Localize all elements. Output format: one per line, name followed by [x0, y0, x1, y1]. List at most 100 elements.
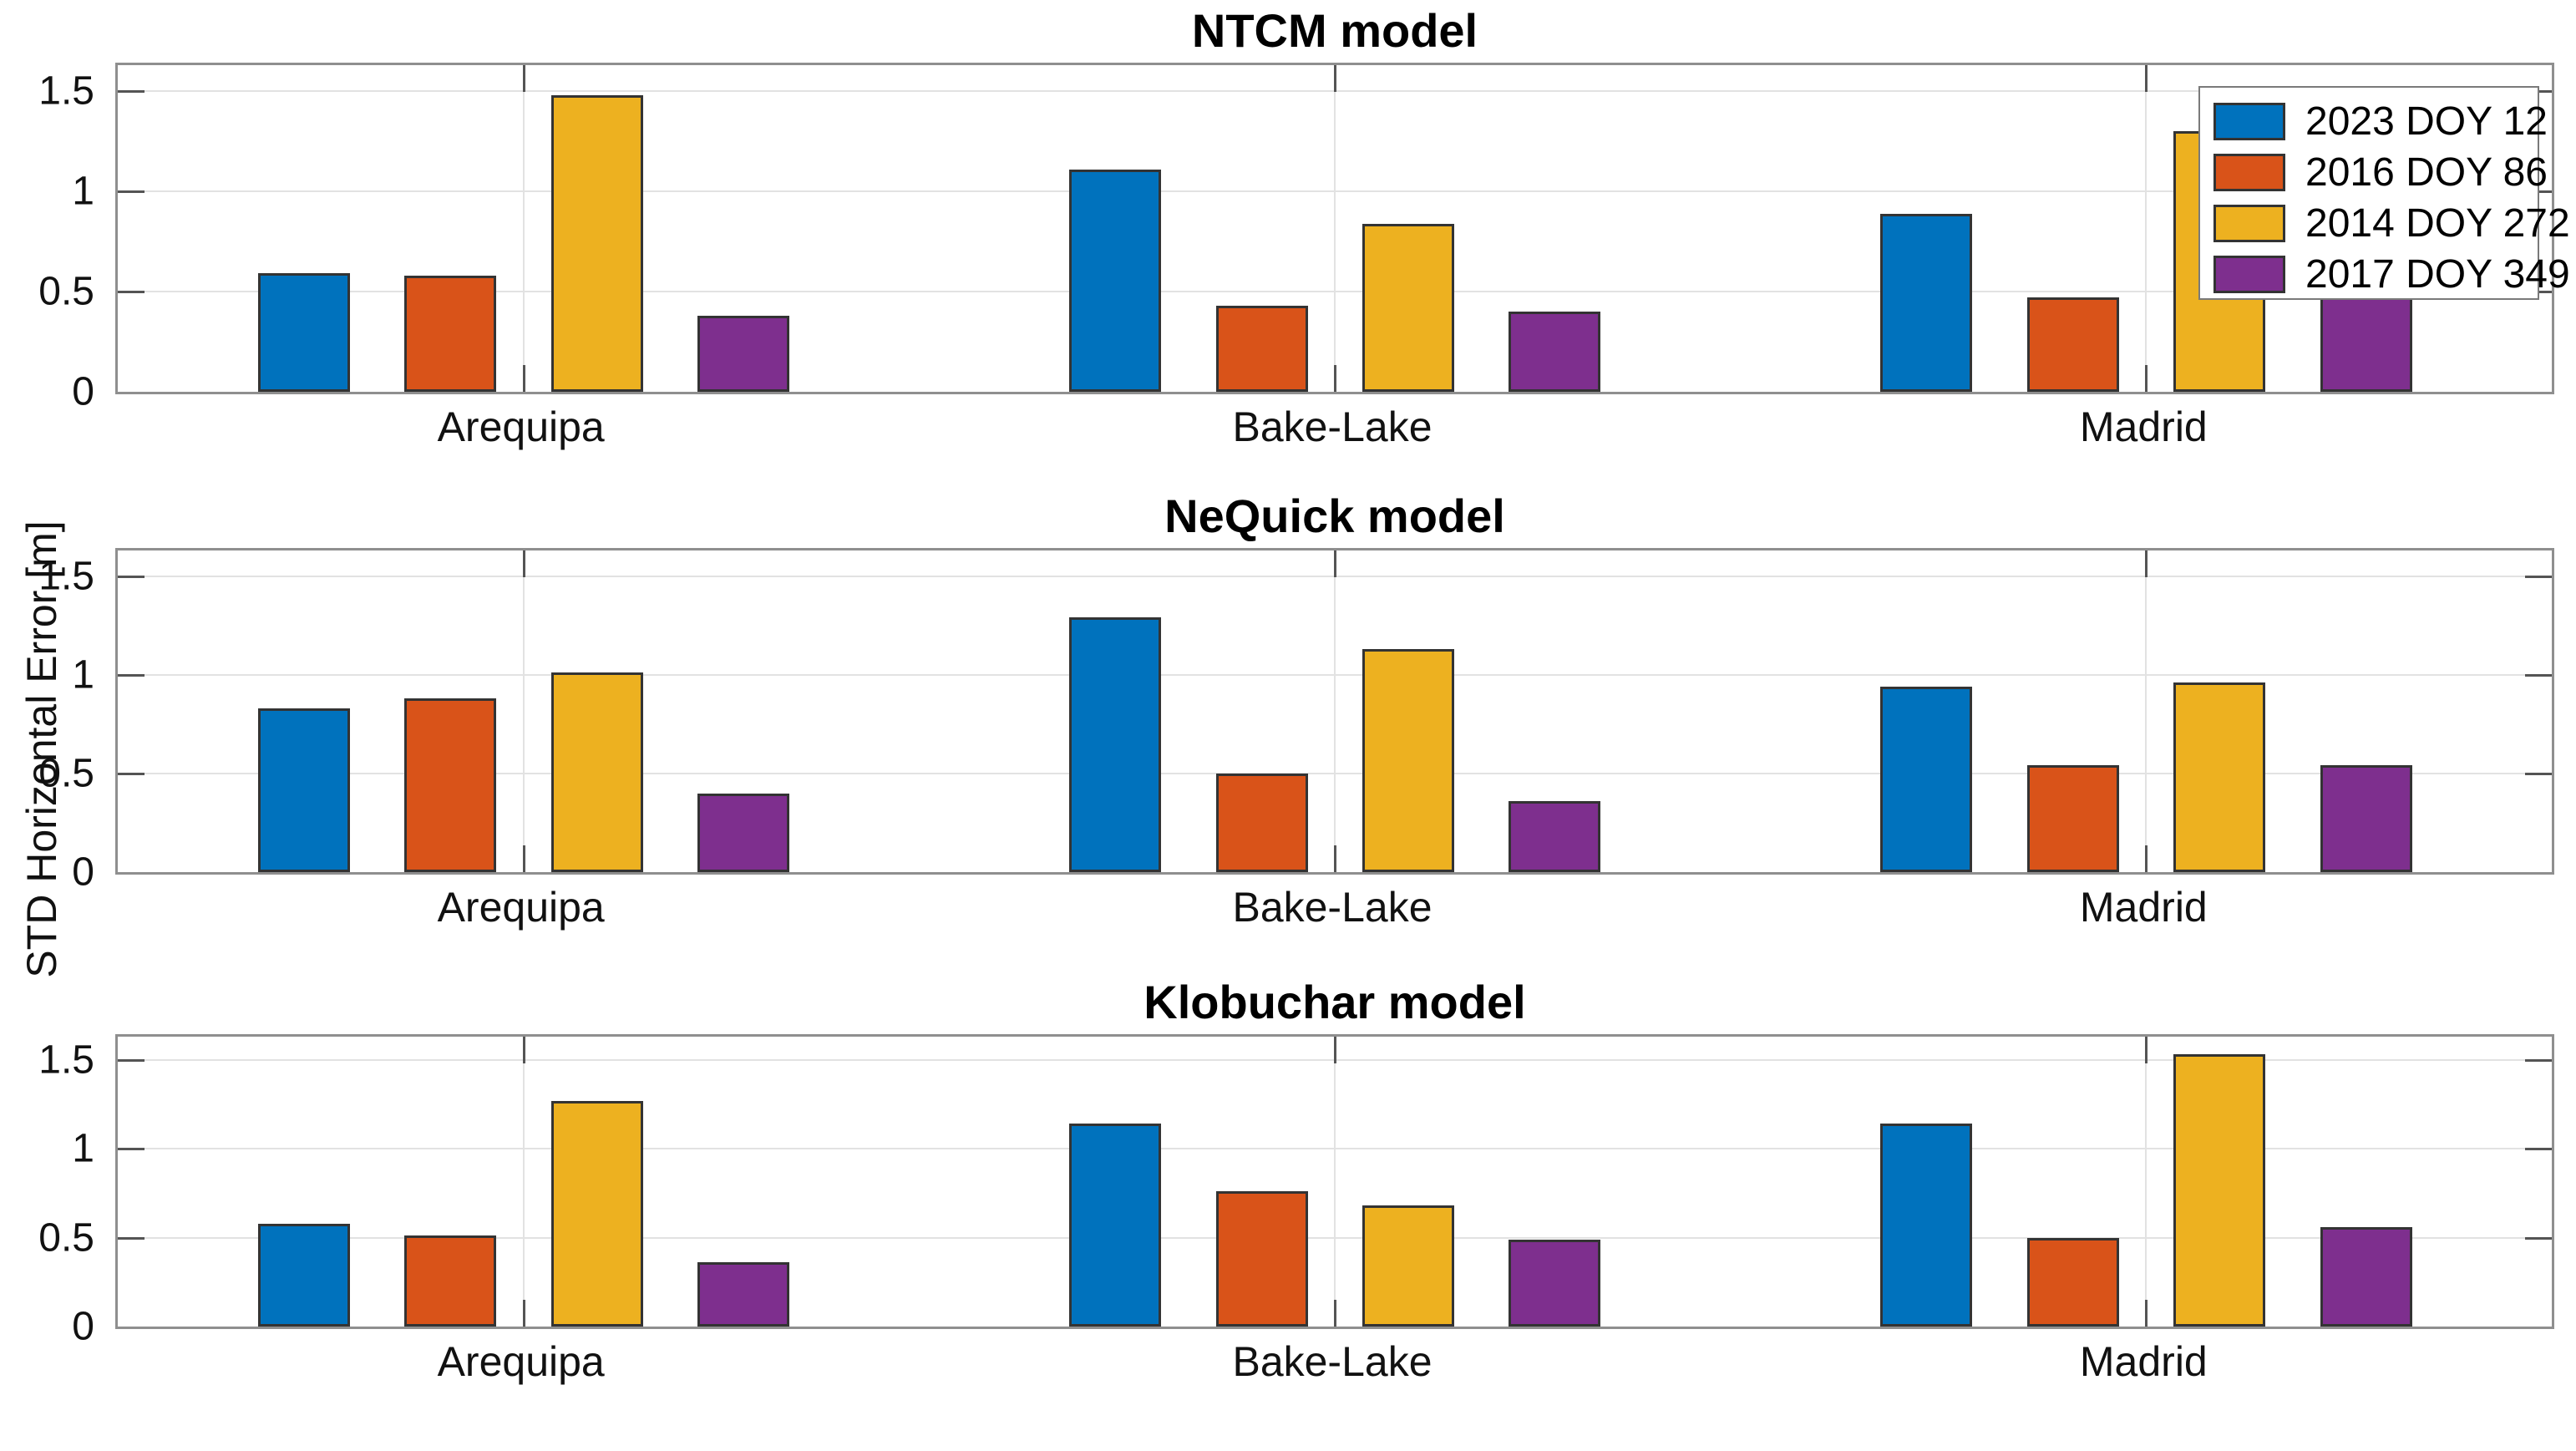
bar-arequipa-series1 [404, 276, 496, 392]
x-tick-mark [1334, 1037, 1336, 1063]
y-tick-label: 0 [72, 369, 94, 414]
bar-bake-lake-series2 [1362, 1205, 1454, 1327]
x-category-label: Arequipa [437, 884, 605, 931]
x-tick-mark [522, 1300, 525, 1327]
legend: 2023 DOY 12 2016 DOY 86 2014 DOY 272 2017 D… [2198, 86, 2570, 300]
gridline-vertical [2145, 550, 2148, 872]
bar-madrid-series3 [2320, 1227, 2412, 1327]
gridline-vertical [1334, 1037, 1336, 1327]
bar-bake-lake-series0 [1069, 170, 1161, 392]
legend-swatch-1 [2213, 154, 2285, 191]
legend-item-3: 2017 DOY 349 [2200, 249, 2570, 300]
bar-madrid-series3 [2320, 293, 2412, 392]
y-tick-mark [118, 575, 145, 578]
y-tick-mark [118, 1148, 145, 1151]
x-category-label: Bake-Lake [1232, 403, 1433, 450]
x-tick-mark [522, 550, 525, 577]
x-tick-mark [2145, 365, 2148, 392]
bar-arequipa-series0 [258, 708, 350, 872]
x-tick-mark [2145, 1037, 2148, 1063]
bar-madrid-series1 [2027, 297, 2119, 392]
gridline-vertical [2145, 65, 2148, 392]
y-tick-label: 1 [72, 169, 94, 214]
subplot-title-nequick: NeQuick model [1164, 490, 1505, 542]
y-tick-mark [2525, 1148, 2552, 1151]
x-category-label: Bake-Lake [1232, 884, 1433, 931]
x-tick-mark [522, 365, 525, 392]
bar-madrid-series3 [2320, 765, 2412, 872]
bar-madrid-series0 [1880, 214, 1972, 392]
y-tick-label: 1.5 [38, 68, 94, 114]
y-tick-label: 0.5 [38, 751, 94, 796]
y-tick-mark [118, 1236, 145, 1240]
bar-arequipa-series3 [697, 1262, 789, 1327]
legend-swatch-0 [2213, 103, 2285, 140]
x-category-label: Arequipa [437, 1338, 605, 1385]
bar-arequipa-series0 [258, 273, 350, 392]
y-tick-label: 0.5 [38, 1215, 94, 1261]
y-tick-mark [118, 291, 145, 294]
x-tick-mark [1334, 65, 1336, 92]
subplot-title-klobuchar: Klobuchar model [1143, 976, 1526, 1028]
gridline-vertical [1334, 550, 1336, 872]
x-category-label: Arequipa [437, 403, 605, 450]
bar-arequipa-series1 [404, 698, 496, 872]
bar-bake-lake-series3 [1509, 1240, 1600, 1327]
bar-arequipa-series2 [551, 95, 643, 392]
y-tick-mark [2525, 1236, 2552, 1240]
x-tick-mark [1334, 365, 1336, 392]
y-tick-mark [118, 1058, 145, 1062]
bar-bake-lake-series3 [1509, 312, 1600, 392]
bar-madrid-series1 [2027, 765, 2119, 872]
bar-bake-lake-series1 [1216, 1191, 1308, 1327]
y-tick-mark [2525, 772, 2552, 775]
plot-area-ntcm [115, 63, 2554, 394]
bar-arequipa-series0 [258, 1224, 350, 1327]
y-tick-mark [118, 772, 145, 775]
bar-arequipa-series2 [551, 672, 643, 872]
x-tick-mark [522, 1037, 525, 1063]
bar-bake-lake-series2 [1362, 224, 1454, 392]
y-tick-label: 0 [72, 1304, 94, 1349]
x-tick-mark [522, 845, 525, 872]
x-tick-mark [1334, 845, 1336, 872]
bar-arequipa-series1 [404, 1235, 496, 1327]
bar-arequipa-series3 [697, 316, 789, 392]
gridline-vertical [522, 65, 525, 392]
y-tick-mark [118, 673, 145, 677]
y-tick-label: 1.5 [38, 554, 94, 599]
bar-bake-lake-series1 [1216, 774, 1308, 872]
x-category-label: Madrid [2079, 884, 2208, 931]
x-tick-mark [2145, 845, 2148, 872]
legend-label-3: 2017 DOY 349 [2305, 252, 2570, 297]
gridline-vertical [1334, 65, 1336, 392]
bar-bake-lake-series0 [1069, 1124, 1161, 1327]
gridline-vertical [522, 1037, 525, 1327]
bar-madrid-series0 [1880, 687, 1972, 872]
bar-arequipa-series2 [551, 1101, 643, 1327]
x-category-label: Madrid [2079, 1338, 2208, 1385]
x-tick-mark [1334, 1300, 1336, 1327]
y-tick-label: 0 [72, 850, 94, 895]
x-tick-mark [1334, 550, 1336, 577]
y-axis-label: STD Horizontal Error [m] [18, 520, 65, 978]
bar-madrid-series0 [1880, 1124, 1972, 1327]
plot-area-klobuchar [115, 1034, 2554, 1329]
y-tick-mark [2525, 673, 2552, 677]
bar-madrid-series1 [2027, 1238, 2119, 1327]
bar-bake-lake-series3 [1509, 801, 1600, 872]
y-tick-label: 0.5 [38, 269, 94, 314]
gridline-vertical [2145, 1037, 2148, 1327]
x-tick-mark [2145, 65, 2148, 92]
y-tick-label: 1 [72, 1126, 94, 1171]
y-tick-mark [2525, 1058, 2552, 1062]
legend-swatch-3 [2213, 256, 2285, 293]
y-tick-mark [118, 90, 145, 94]
bar-bake-lake-series2 [1362, 649, 1454, 872]
x-tick-mark [522, 65, 525, 92]
bar-madrid-series2 [2173, 682, 2265, 872]
legend-item-2: 2014 DOY 272 [2200, 198, 2570, 249]
plot-area-nequick [115, 548, 2554, 875]
bar-bake-lake-series0 [1069, 617, 1161, 872]
bar-bake-lake-series1 [1216, 306, 1308, 392]
